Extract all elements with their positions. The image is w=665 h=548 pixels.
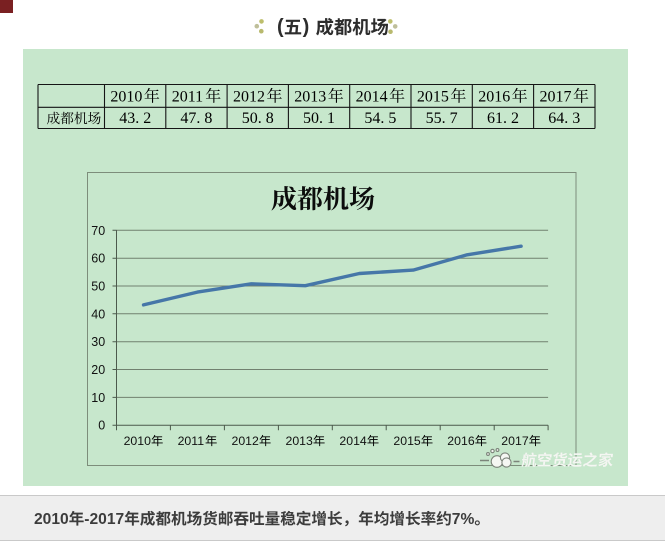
svg-text:61. 2: 61. 2 bbox=[487, 110, 519, 127]
svg-text:0: 0 bbox=[98, 419, 105, 433]
svg-text:2010: 2010 bbox=[124, 434, 152, 448]
svg-text:2015: 2015 bbox=[393, 434, 421, 448]
svg-text:2010: 2010 bbox=[110, 89, 142, 106]
svg-text:2017: 2017 bbox=[501, 434, 529, 448]
svg-text:47. 8: 47. 8 bbox=[180, 110, 212, 127]
svg-text:54. 5: 54. 5 bbox=[364, 110, 396, 127]
svg-text:2013: 2013 bbox=[286, 434, 314, 448]
svg-text:40: 40 bbox=[91, 307, 105, 321]
svg-text:2012: 2012 bbox=[233, 89, 265, 106]
svg-text:20: 20 bbox=[91, 363, 105, 377]
svg-text:64. 3: 64. 3 bbox=[548, 110, 580, 127]
svg-text:2011: 2011 bbox=[178, 434, 205, 448]
svg-text:(: ( bbox=[277, 16, 284, 38]
svg-text:2011: 2011 bbox=[172, 89, 203, 106]
svg-text:50. 1: 50. 1 bbox=[303, 110, 335, 127]
svg-text:10: 10 bbox=[91, 391, 105, 405]
svg-text:7%: 7% bbox=[452, 511, 475, 528]
svg-text:2014: 2014 bbox=[356, 89, 388, 106]
svg-text:2013: 2013 bbox=[294, 89, 326, 106]
svg-text:2014: 2014 bbox=[339, 434, 367, 448]
svg-text:2012: 2012 bbox=[232, 434, 260, 448]
svg-text:): ) bbox=[303, 16, 310, 38]
svg-text:-2017: -2017 bbox=[84, 511, 124, 528]
svg-text:70: 70 bbox=[91, 224, 105, 238]
svg-text:2016: 2016 bbox=[478, 89, 510, 106]
svg-text:2010: 2010 bbox=[34, 511, 69, 528]
svg-text:2015: 2015 bbox=[417, 89, 449, 106]
svg-text:2017: 2017 bbox=[540, 89, 572, 106]
svg-text:50: 50 bbox=[91, 280, 105, 294]
svg-text:30: 30 bbox=[91, 335, 105, 349]
svg-text:50. 8: 50. 8 bbox=[242, 110, 274, 127]
svg-text:60: 60 bbox=[91, 252, 105, 266]
svg-text:2016: 2016 bbox=[447, 434, 475, 448]
svg-text:55. 7: 55. 7 bbox=[426, 110, 458, 127]
svg-text:43. 2: 43. 2 bbox=[119, 110, 151, 127]
